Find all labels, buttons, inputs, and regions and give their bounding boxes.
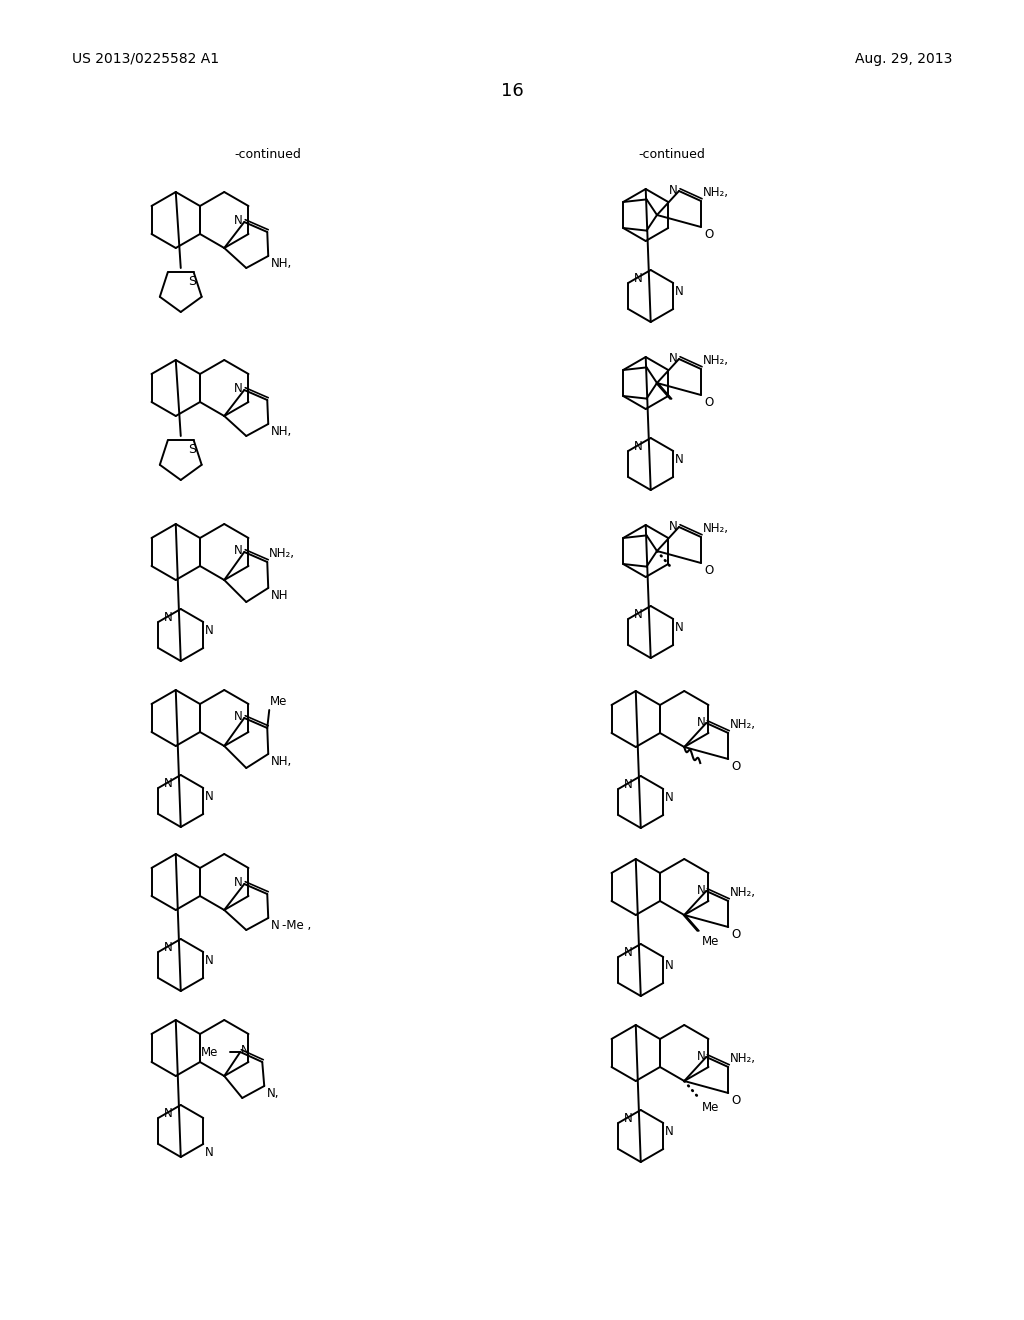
Text: N: N xyxy=(624,1111,633,1125)
Text: N: N xyxy=(696,715,706,729)
Text: NH₂,: NH₂, xyxy=(730,886,757,899)
Text: N: N xyxy=(670,183,678,197)
Text: O: O xyxy=(731,760,740,774)
Text: NH: NH xyxy=(271,589,289,602)
Text: N: N xyxy=(670,520,678,532)
Text: NH₂,: NH₂, xyxy=(703,354,729,367)
Text: N: N xyxy=(675,453,684,466)
Text: N: N xyxy=(634,272,643,285)
Text: O: O xyxy=(731,1094,740,1107)
Text: NH,: NH, xyxy=(271,755,293,768)
Text: -Me ,: -Me , xyxy=(283,919,311,932)
Text: N: N xyxy=(634,440,643,453)
Text: Aug. 29, 2013: Aug. 29, 2013 xyxy=(855,51,952,66)
Text: 16: 16 xyxy=(501,82,523,100)
Text: N: N xyxy=(205,789,214,803)
Polygon shape xyxy=(683,915,699,931)
Text: N: N xyxy=(675,620,684,634)
Text: N: N xyxy=(666,791,674,804)
Text: -continued: -continued xyxy=(639,148,706,161)
Text: N: N xyxy=(233,544,243,557)
Text: Me: Me xyxy=(270,696,288,708)
Text: NH₂,: NH₂, xyxy=(703,186,729,199)
Text: N: N xyxy=(233,710,243,723)
Text: NH₂,: NH₂, xyxy=(269,546,295,560)
Text: N: N xyxy=(696,883,706,896)
Text: Me: Me xyxy=(201,1045,218,1059)
Text: N: N xyxy=(271,919,280,932)
Text: N: N xyxy=(233,214,243,227)
Text: N: N xyxy=(164,1107,173,1119)
Text: N: N xyxy=(666,1125,674,1138)
Text: O: O xyxy=(703,396,714,409)
Text: N: N xyxy=(624,946,633,960)
Text: N: N xyxy=(164,611,173,624)
Text: Me: Me xyxy=(702,1101,720,1114)
Text: NH,: NH, xyxy=(271,425,293,438)
Text: N: N xyxy=(164,777,173,789)
Text: N,: N, xyxy=(267,1086,280,1100)
Text: N: N xyxy=(205,954,214,968)
Text: O: O xyxy=(731,928,740,941)
Text: US 2013/0225582 A1: US 2013/0225582 A1 xyxy=(72,51,219,66)
Text: O: O xyxy=(703,228,714,242)
Text: N: N xyxy=(634,609,643,620)
Text: N: N xyxy=(675,285,684,298)
Text: S: S xyxy=(187,275,196,288)
Text: N: N xyxy=(666,960,674,972)
Text: NH,: NH, xyxy=(271,257,293,271)
Text: N: N xyxy=(205,1146,214,1159)
Text: N: N xyxy=(242,1044,250,1057)
Text: NH₂,: NH₂, xyxy=(730,718,757,731)
Text: N: N xyxy=(164,941,173,954)
Text: N: N xyxy=(233,383,243,396)
Text: O: O xyxy=(703,564,714,577)
Text: S: S xyxy=(187,444,196,457)
Text: -continued: -continued xyxy=(234,148,301,161)
Text: NH₂,: NH₂, xyxy=(730,1052,757,1065)
Text: Me: Me xyxy=(702,935,720,948)
Text: N: N xyxy=(205,624,214,638)
Polygon shape xyxy=(656,383,672,399)
Text: N: N xyxy=(670,351,678,364)
Text: N: N xyxy=(624,777,633,791)
Text: NH₂,: NH₂, xyxy=(703,521,729,535)
Text: N: N xyxy=(696,1049,706,1063)
Text: N: N xyxy=(233,876,243,890)
